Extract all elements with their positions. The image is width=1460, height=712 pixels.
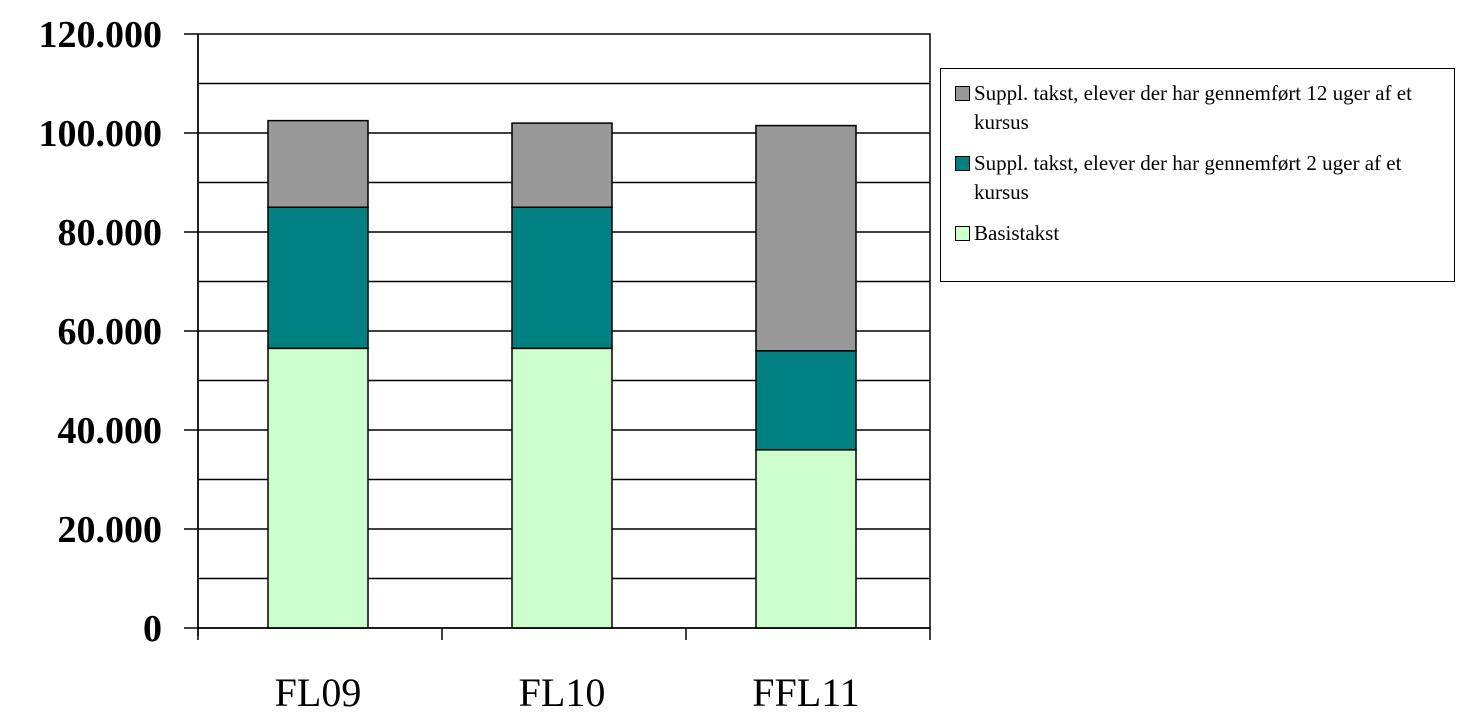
bar-FL09-series-2 [267,119,369,208]
y-tick-labels: 0 20.000 40.000 60.000 80.000 100.000 120.000 [39,14,163,650]
y-tick-label-0: 0 [143,608,162,650]
x-tick-label-FL09: FL09 [275,670,362,712]
axes [184,33,931,640]
legend-item-suppl-2: Suppl. takst, elever der har gennemført … [955,149,1446,207]
bar-FL10-series-1 [511,206,613,350]
legend-label-basistakst: Basistakst [974,221,1060,245]
x-tick-label-FL10: FL10 [519,670,606,712]
x-tick-label-FFL11: FFL11 [752,670,859,712]
y-tick-label-1: 20.000 [58,509,163,551]
bar-FL09-series-0 [267,347,369,629]
bar-FL10-series-0 [511,347,613,629]
legend-label-suppl-12: Suppl. takst, elever der har gennemført … [974,81,1412,134]
legend-label-suppl-2: Suppl. takst, elever der har gennemført … [974,151,1402,204]
legend-swatch-suppl-12 [955,86,970,101]
bar-FL10-series-2 [511,122,613,208]
y-tick-label-6: 120.000 [39,14,163,56]
bars [267,119,857,629]
y-tick-label-2: 40.000 [58,410,163,452]
y-tick-label-3: 60.000 [58,311,163,353]
legend-swatch-suppl-2 [955,156,970,171]
bar-FL09-series-1 [267,206,369,350]
bar-FFL11-series-2 [755,124,857,352]
y-tick-label-4: 80.000 [58,212,163,254]
legend-item-suppl-12: Suppl. takst, elever der har gennemført … [955,79,1446,137]
legend: Suppl. takst, elever der har gennemført … [940,68,1455,282]
legend-item-basistakst: Basistakst [955,219,1446,248]
x-tick-labels: FL09 FL10 FFL11 [275,670,860,712]
bar-FFL11-series-0 [755,449,857,629]
legend-swatch-basistakst [955,226,970,241]
bar-FFL11-series-1 [755,350,857,451]
y-tick-label-5: 100.000 [39,113,163,155]
